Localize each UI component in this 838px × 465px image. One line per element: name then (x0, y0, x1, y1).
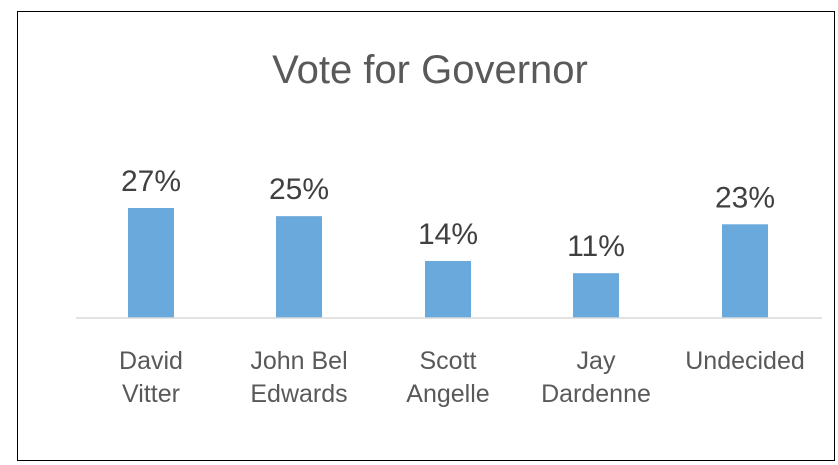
category-labels-group: David Vitter John Bel Edwards Scott Angelle Ja… (119, 347, 805, 408)
data-label-1: 25% (269, 173, 329, 206)
bar-1 (276, 216, 322, 318)
category-label-0-line-1: Vitter (122, 380, 180, 408)
chart-title: Vote for Governor (272, 48, 588, 92)
category-label-0-line-0: David (119, 347, 183, 375)
data-label-4: 23% (715, 181, 775, 214)
bar-2 (425, 260, 471, 318)
category-label-1-line-0: John Bel (250, 347, 347, 375)
data-labels-group: 27% 25% 14% 11% 23% (121, 165, 775, 263)
data-label-2: 14% (418, 218, 478, 251)
bar-4 (722, 224, 768, 318)
category-label-1-line-1: Edwards (250, 380, 347, 408)
bar-3 (573, 273, 619, 318)
category-label-2-line-1: Angelle (406, 380, 489, 408)
bar-0 (128, 208, 174, 318)
data-label-0: 27% (121, 165, 181, 198)
category-label-4-line-0: Undecided (685, 347, 805, 375)
data-label-3: 11% (567, 230, 625, 263)
bars-group (128, 208, 768, 318)
category-label-3-line-0: Jay (577, 347, 616, 375)
category-label-2-line-0: Scott (420, 347, 477, 375)
category-label-3-line-1: Dardenne (541, 380, 651, 408)
